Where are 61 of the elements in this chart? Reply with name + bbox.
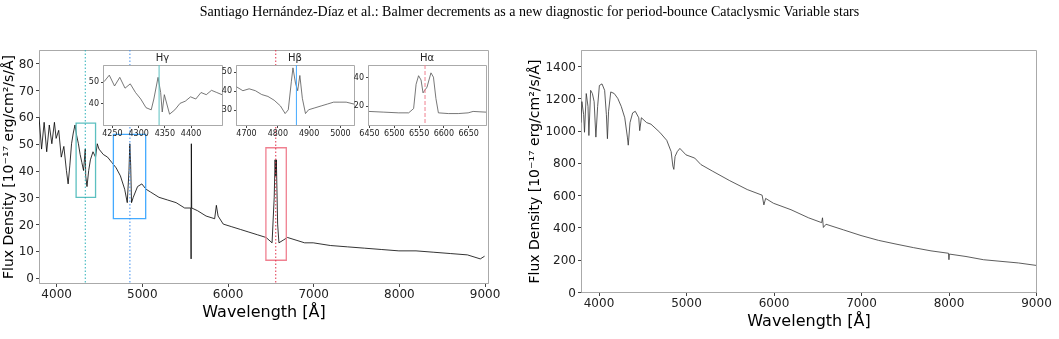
x-tick-label: 7000: [846, 296, 877, 310]
y-tick-label: 0: [568, 285, 576, 300]
text: Santiago Hernández-Díaz et al.: Balmer decrements as a new diagnostic for period-bounce Cataclysmic Variable stars: [198, 4, 861, 20]
x-tick-label: 6650: [458, 129, 479, 138]
y-tick-label: 0: [26, 271, 34, 286]
chart-title: Hγ: [155, 52, 170, 63]
x-tick-label: 7000: [298, 287, 329, 301]
x-tick-label: 4800: [267, 129, 288, 138]
y-tick-label: 800: [553, 156, 576, 171]
x-tick-label: 6000: [758, 296, 790, 310]
y-tick-label: 20: [353, 101, 364, 111]
y-axis-title: Flux Density [10⁻¹⁷ erg/cm²/s/Å]: [0, 54, 16, 280]
y-tick-label: 50: [88, 77, 99, 87]
y-tick-label: 40: [18, 164, 34, 179]
x-tick-label: 6450: [359, 129, 380, 138]
y-tick-label: 40: [221, 86, 232, 96]
chart-title: Hα: [419, 52, 435, 63]
x-tick-label: 6500: [384, 129, 405, 138]
y-tick-label: 200: [553, 253, 576, 268]
chart-title: Hβ: [288, 52, 302, 63]
line-series: [103, 74, 222, 115]
x-tick-label: 8000: [384, 287, 415, 301]
y-tick-label: 30: [221, 105, 232, 115]
x-tick-label: 5000: [330, 129, 351, 138]
x-tick-label: 9000: [1021, 296, 1052, 310]
y-tick-label: 60: [18, 110, 34, 125]
y-tick-label: 40: [88, 98, 99, 108]
y-tick-label: 1200: [545, 91, 576, 106]
x-tick-label: 5000: [671, 296, 702, 310]
y-tick-label: 1400: [545, 59, 576, 74]
y-tick-label: 70: [18, 83, 34, 98]
x-tick-label: 5000: [127, 287, 158, 301]
y-tick-label: 30: [18, 190, 34, 205]
y-tick-label: 1000: [545, 124, 576, 139]
y-axis-title: Flux Density [10⁻¹⁷ erg/cm²/s/Å]: [526, 59, 543, 284]
y-tick-label: 80: [18, 56, 34, 71]
line-series: [39, 116, 485, 260]
y-tick-label: 10: [18, 244, 34, 259]
x-tick-label: 4900: [298, 129, 320, 138]
x-tick-label: 4700: [236, 129, 257, 138]
line-series: [581, 83, 1036, 266]
x-tick-label: 6000: [212, 287, 244, 301]
x-tick-label: 4350: [154, 129, 176, 138]
x-tick-label: 6550: [408, 129, 430, 138]
x-tick-label: 4250: [102, 129, 123, 138]
x-tick-label: 6600: [433, 129, 455, 138]
x-tick-label: 8000: [933, 296, 965, 310]
line-series: [236, 67, 354, 114]
line-series: [368, 72, 486, 114]
x-tick-label: 4000: [583, 296, 615, 310]
x-axis-title: Wavelength [Å]: [747, 311, 871, 330]
x-tick-label: 4400: [180, 129, 202, 138]
y-tick-label: 20: [18, 217, 34, 232]
y-tick-label: 400: [553, 220, 576, 235]
x-tick-label: 4000: [41, 287, 72, 301]
y-tick-label: 40: [353, 72, 364, 82]
x-axis-title: Wavelength [Å]: [202, 302, 326, 321]
y-tick-label: 50: [18, 137, 34, 152]
y-tick-label: 600: [553, 188, 576, 203]
x-tick-label: 9000: [469, 287, 501, 301]
y-tick-label: 50: [221, 67, 232, 77]
